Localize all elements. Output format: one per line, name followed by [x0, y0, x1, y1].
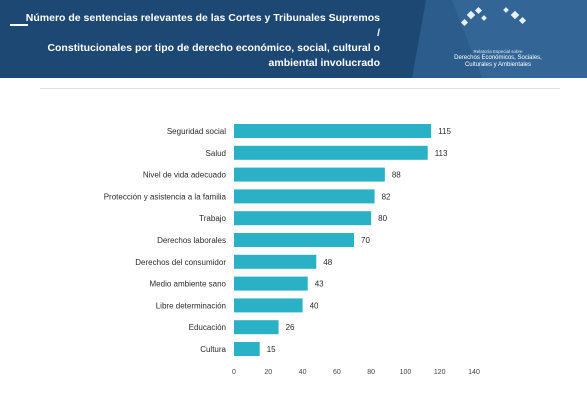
value-label-derechos-laborales: 70	[361, 236, 370, 245]
value-label-libre-determinacion: 40	[310, 301, 319, 310]
bar-trabajo	[234, 211, 372, 226]
bar-salud	[234, 145, 428, 160]
x-tick-label-20: 20	[264, 369, 272, 376]
x-tick-label-0: 0	[232, 369, 236, 376]
logo-caption-line-1: Derechos Económicos, Sociales,	[454, 55, 542, 61]
title-line-3: ambiental involucrado	[268, 57, 380, 69]
value-label-nivel-de-vida-adecuado: 88	[392, 171, 401, 180]
x-tick-label-140: 140	[468, 369, 480, 376]
x-tick-label-60: 60	[333, 369, 341, 376]
bar-proteccion-y-asistencia-a-la-familia	[234, 189, 375, 204]
bar-derechos-del-consumidor	[234, 254, 317, 269]
bar-medio-ambiente-sano	[234, 276, 308, 291]
title-line-2: Constitucionales por tipo de derecho eco…	[47, 42, 380, 54]
category-label-nivel-de-vida-adecuado: Nivel de vida adecuado	[143, 171, 227, 180]
value-label-medio-ambiente-sano: 43	[315, 280, 324, 289]
value-label-salud: 113	[435, 149, 448, 158]
category-label-educacion: Educación	[189, 323, 226, 332]
category-label-derechos-del-consumidor: Derechos del consumidor	[135, 258, 226, 267]
value-label-cultura: 15	[267, 345, 276, 354]
bar-cultura	[234, 342, 260, 356]
bar-libre-determinacion	[234, 298, 303, 313]
x-tick-label-40: 40	[299, 369, 307, 376]
category-label-medio-ambiente-sano: Medio ambiente sano	[150, 280, 227, 289]
category-label-salud: Salud	[206, 149, 226, 158]
category-label-libre-determinacion: Libre determinación	[156, 301, 226, 310]
x-tick-label-80: 80	[367, 369, 375, 376]
logo-panel	[412, 0, 587, 78]
value-label-proteccion-y-asistencia-a-la-familia: 82	[382, 192, 391, 201]
x-tick-label-120: 120	[434, 369, 446, 376]
category-label-derechos-laborales: Derechos laborales	[157, 236, 226, 245]
logo-panel-shape	[412, 0, 587, 78]
bar-derechos-laborales	[234, 233, 354, 247]
header-divider	[40, 88, 560, 89]
category-label-trabajo: Trabajo	[199, 214, 226, 223]
value-label-trabajo: 80	[378, 214, 387, 223]
bar-nivel-de-vida-adecuado	[234, 167, 385, 182]
logo-caption-line-2: Culturales y Ambientales	[464, 62, 532, 68]
bar-seguridad-social	[234, 124, 432, 138]
category-label-cultura: Cultura	[200, 345, 226, 354]
title-accent-rule	[10, 24, 28, 26]
logo-caption: Relatoría Especial sobre Derechos Económ…	[438, 48, 558, 69]
bar-educacion	[234, 320, 279, 335]
value-label-seguridad-social: 115	[438, 127, 451, 136]
logo-caption-small: Relatoría Especial sobre	[473, 49, 523, 54]
title-line-1: Número de sentencias relevantes de las C…	[25, 12, 380, 39]
value-label-derechos-del-consumidor: 48	[323, 258, 332, 267]
category-label-proteccion-y-asistencia-a-la-familia: Protección y asistencia a la familia	[104, 192, 227, 201]
x-tick-label-100: 100	[400, 369, 412, 376]
category-label-seguridad-social: Seguridad social	[167, 127, 226, 136]
chart-title: Número de sentencias relevantes de las C…	[24, 11, 380, 71]
value-label-educacion: 26	[286, 323, 295, 332]
